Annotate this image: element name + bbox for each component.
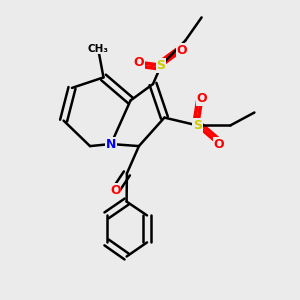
Text: O: O xyxy=(214,137,224,151)
Text: S: S xyxy=(157,59,166,72)
Text: CH₃: CH₃ xyxy=(88,44,109,54)
Text: O: O xyxy=(176,44,187,57)
Text: O: O xyxy=(110,184,121,197)
Text: S: S xyxy=(193,119,202,132)
Text: O: O xyxy=(196,92,207,106)
Text: N: N xyxy=(106,137,116,151)
Text: O: O xyxy=(133,56,144,69)
